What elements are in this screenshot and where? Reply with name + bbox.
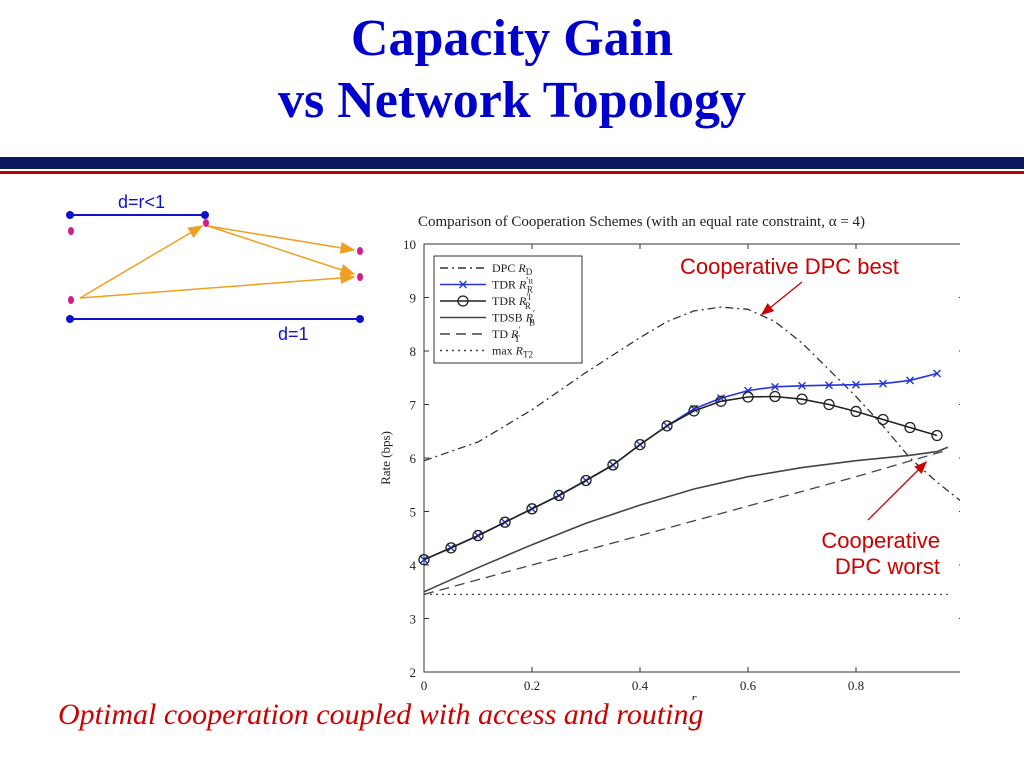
y-tick-label: 9 xyxy=(410,291,417,306)
topology-node xyxy=(201,211,209,219)
topology-node xyxy=(356,315,364,323)
series-point xyxy=(526,503,538,515)
legend-label: TD R′ T xyxy=(492,325,520,344)
series-point xyxy=(850,405,862,418)
series-point xyxy=(769,390,781,403)
title-rule-red xyxy=(0,171,1024,174)
series-point xyxy=(877,413,889,426)
legend-box xyxy=(433,255,583,364)
series-point xyxy=(634,438,646,451)
y-tick-label: 3 xyxy=(410,612,417,627)
slide-title-line1: Capacity Gain xyxy=(350,10,674,67)
y-tick-label: 4 xyxy=(410,558,417,573)
legend-label: TDR R′l R xyxy=(492,292,531,311)
x-tick-label: 0.4 xyxy=(632,678,649,693)
legend-label: DPC RD xyxy=(492,261,533,277)
x-tick-label: 0.8 xyxy=(848,678,864,693)
annotation-dpc-worst-line2: DPC worst xyxy=(834,554,940,579)
legend-swatch-marker xyxy=(457,295,469,307)
topology-diagram: d=r<1 d=1 xyxy=(55,190,385,355)
series-point xyxy=(472,529,484,542)
y-axis-label: Rate (bps) xyxy=(378,431,393,485)
slide-title: Capacity Gain vs Network Topology xyxy=(0,8,1024,132)
x-tick-label: 0 xyxy=(421,678,428,693)
series-point xyxy=(823,398,835,411)
legend-label: TDR R′u R xyxy=(492,276,533,295)
x-tick-label: 0.2 xyxy=(524,678,540,693)
series-point xyxy=(607,459,619,471)
series-point xyxy=(879,379,887,388)
series-point xyxy=(742,391,754,403)
series-point xyxy=(796,393,808,405)
series-point xyxy=(688,405,700,417)
slide-footer: Optimal cooperation coupled with access … xyxy=(58,698,704,731)
annotation-arrow-worst xyxy=(867,461,928,521)
topology-user xyxy=(68,227,74,235)
series-point xyxy=(931,429,943,442)
series-line xyxy=(423,306,960,502)
slide-title-line2: vs Network Topology xyxy=(277,72,747,129)
series-point xyxy=(906,376,914,385)
topology-arrow xyxy=(207,225,356,254)
series-line xyxy=(423,446,949,593)
topology-user xyxy=(203,219,209,227)
legend-label: max RT2 xyxy=(492,344,533,360)
legend-swatch-marker xyxy=(459,280,467,289)
series-point xyxy=(553,489,565,502)
series-point xyxy=(904,421,916,434)
topology-arrow xyxy=(79,272,356,299)
series-point xyxy=(825,381,833,390)
rate-chart: 00.20.40.60.812345678910rRate (bps)DPC R… xyxy=(378,237,960,700)
topology-label-long: d=1 xyxy=(278,324,309,344)
chart-title: Comparison of Cooperation Schemes (with … xyxy=(418,214,866,230)
series-point xyxy=(580,474,592,487)
y-tick-label: 2 xyxy=(410,665,417,680)
series-line xyxy=(423,449,948,596)
x-axis-label: r xyxy=(691,690,697,700)
title-rule-navy xyxy=(0,157,1024,169)
y-tick-label: 7 xyxy=(410,398,417,413)
series-point xyxy=(661,420,673,432)
topology-user xyxy=(357,273,363,281)
annotation-dpc-worst: Cooperative DPC worst xyxy=(780,528,940,580)
series-point xyxy=(933,369,941,378)
topology-arrow xyxy=(207,225,356,276)
topology-node xyxy=(66,315,74,323)
annotation-dpc-best: Cooperative DPC best xyxy=(680,254,899,279)
topology-user xyxy=(357,247,363,255)
topology-svg xyxy=(66,211,364,323)
y-tick-label: 8 xyxy=(410,344,417,359)
series-point xyxy=(798,381,806,390)
topology-node xyxy=(66,211,74,219)
y-tick-label: 10 xyxy=(403,237,416,252)
topology-label-short: d=r<1 xyxy=(118,192,166,212)
y-tick-label: 5 xyxy=(410,505,417,520)
legend-label: TDSB R′ B xyxy=(492,309,535,328)
series-point xyxy=(418,553,430,566)
topology-user xyxy=(68,296,74,304)
series-point xyxy=(715,395,727,407)
series-point xyxy=(499,516,511,528)
annotation-arrow-best xyxy=(760,281,803,316)
x-tick-label: 0.6 xyxy=(740,678,757,693)
y-tick-label: 6 xyxy=(410,451,417,466)
series-point xyxy=(771,382,779,391)
series-point xyxy=(445,542,457,554)
annotation-dpc-worst-line1: Cooperative xyxy=(821,528,940,553)
series-point xyxy=(852,380,860,389)
topology-arrow xyxy=(79,225,204,299)
